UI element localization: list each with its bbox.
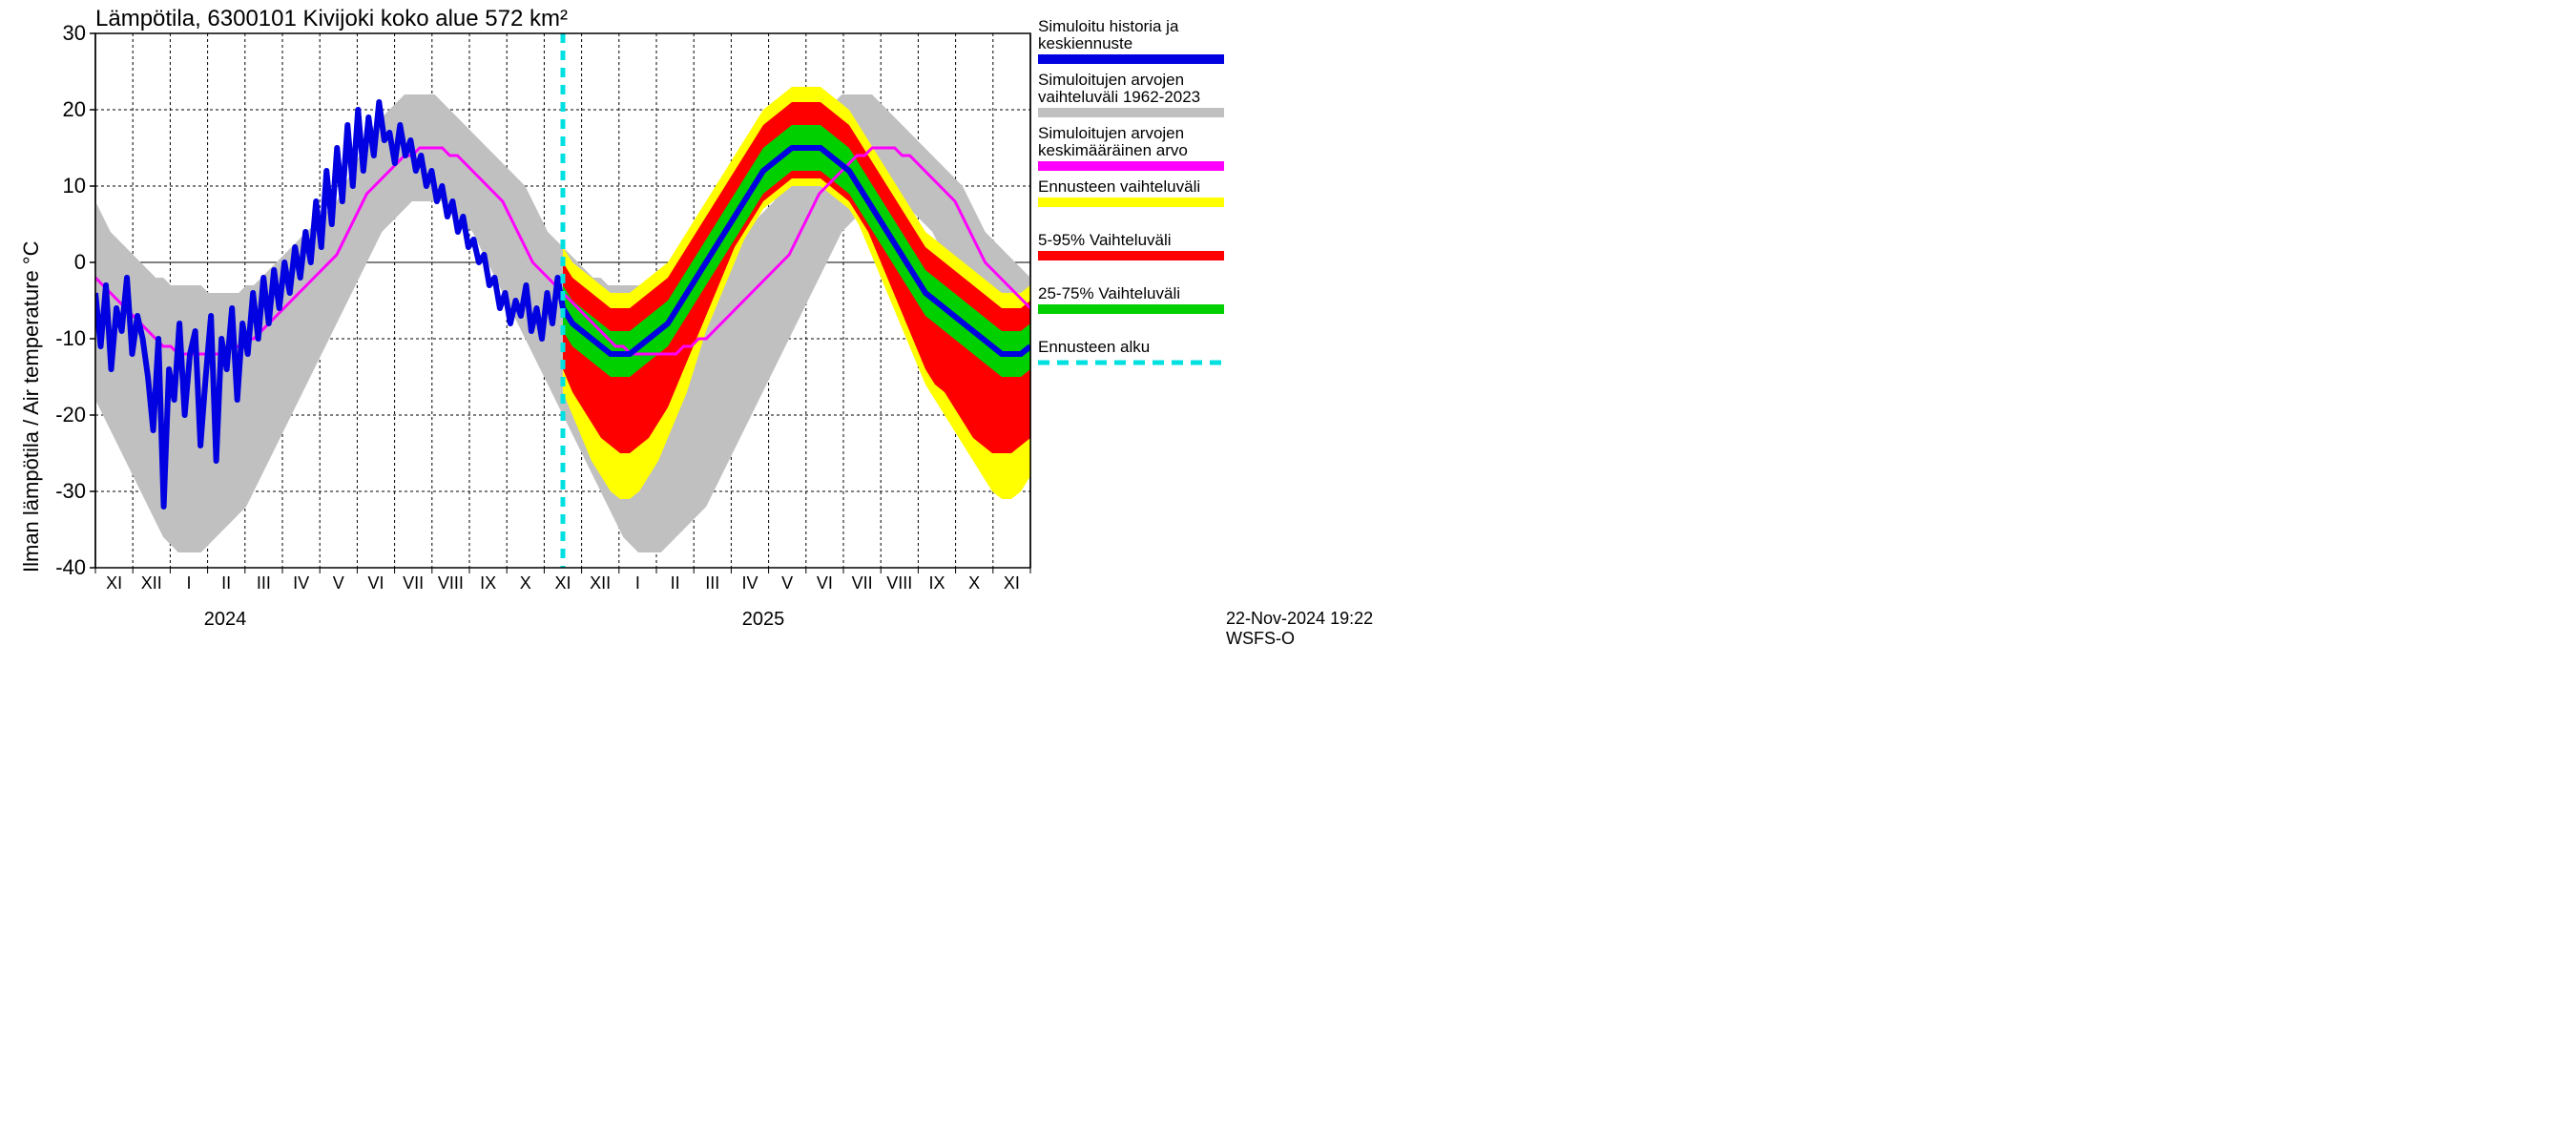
legend-label: Simuloitujen arvojen <box>1038 124 1184 143</box>
ytick-label: 30 <box>0 21 86 46</box>
xtick-label: X <box>968 573 980 593</box>
legend-swatch <box>1038 357 1226 370</box>
xtick-label: VII <box>852 573 873 593</box>
legend-label: 25-75% Vaihteluväli <box>1038 284 1180 303</box>
xtick-label: V <box>333 573 344 593</box>
chart-title: Lämpötila, 6300101 Kivijoki koko alue 57… <box>95 6 568 32</box>
xtick-label: XI <box>1004 573 1020 593</box>
legend-swatch <box>1038 53 1226 67</box>
xtick-label: XII <box>590 573 611 593</box>
legend-swatch <box>1038 250 1226 263</box>
ytick-label: 10 <box>0 174 86 198</box>
xtick-label: VIII <box>886 573 912 593</box>
legend-label: Ennusteen vaihteluväli <box>1038 177 1200 197</box>
xtick-label: V <box>781 573 793 593</box>
ytick-label: 20 <box>0 97 86 122</box>
xtick-label: I <box>186 573 191 593</box>
xtick-label: III <box>705 573 719 593</box>
xtick-label: VIII <box>438 573 464 593</box>
y-axis-label: Ilman lämpötila / Air temperature °C <box>19 241 44 573</box>
xtick-label: II <box>221 573 231 593</box>
legend-swatch <box>1038 197 1226 210</box>
xtick-label: VII <box>403 573 424 593</box>
legend-swatch <box>1038 160 1226 174</box>
xtick-label: IX <box>480 573 496 593</box>
xtick-label: IV <box>741 573 758 593</box>
legend-label: Simuloitu historia ja <box>1038 17 1178 36</box>
xtick-label: XI <box>554 573 571 593</box>
legend-label: Ennusteen alku <box>1038 338 1150 357</box>
legend-label: keskimääräinen arvo <box>1038 141 1188 160</box>
legend-label: vaihteluväli 1962-2023 <box>1038 88 1200 107</box>
legend-label: keskiennuste <box>1038 34 1132 53</box>
xtick-label: IV <box>293 573 309 593</box>
year-label-1: 2024 <box>204 609 247 631</box>
legend-label: 5-95% Vaihteluväli <box>1038 231 1172 250</box>
year-label-2: 2025 <box>742 609 785 631</box>
xtick-label: IX <box>928 573 945 593</box>
legend-swatch <box>1038 303 1226 317</box>
xtick-label: XI <box>106 573 122 593</box>
xtick-label: III <box>257 573 271 593</box>
xtick-label: I <box>635 573 640 593</box>
legend-label: Simuloitujen arvojen <box>1038 71 1184 90</box>
xtick-label: VI <box>367 573 384 593</box>
chart-footer: 22-Nov-2024 19:22 WSFS-O <box>1226 609 1431 649</box>
legend-swatch <box>1038 107 1226 120</box>
xtick-label: XII <box>141 573 162 593</box>
xtick-label: II <box>671 573 680 593</box>
xtick-label: VI <box>817 573 833 593</box>
xtick-label: X <box>520 573 531 593</box>
chart-canvas: -40-30-20-100102030XIXIIIIIIIIIVVVIVIIVI… <box>0 0 1431 635</box>
